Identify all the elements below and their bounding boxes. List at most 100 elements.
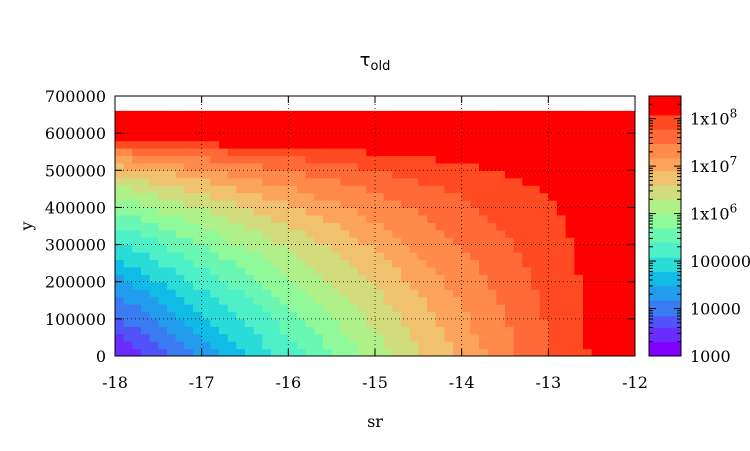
heatmap-cell	[461, 281, 471, 290]
heatmap-cell	[487, 348, 497, 356]
heatmap-cell	[253, 296, 263, 305]
heatmap-cell	[470, 229, 480, 238]
heatmap-cell	[132, 229, 142, 238]
heatmap-cell	[323, 148, 333, 157]
heatmap-cell	[470, 333, 480, 342]
heatmap-cell	[219, 274, 229, 283]
heatmap-cell	[262, 155, 272, 164]
heatmap-cell	[201, 214, 211, 223]
heatmap-cell	[496, 148, 506, 157]
heatmap-cell	[470, 192, 480, 201]
heatmap-cell	[565, 125, 575, 134]
heatmap-cell	[479, 177, 489, 186]
heatmap-cell	[167, 222, 177, 231]
heatmap-cell	[349, 348, 359, 356]
heatmap-cell	[279, 274, 289, 283]
heatmap-cell	[609, 170, 619, 179]
heatmap-cell	[357, 259, 367, 268]
heatmap-cell	[444, 348, 454, 356]
heatmap-cell	[539, 185, 549, 194]
heatmap-cell	[479, 185, 489, 194]
heatmap-cell	[557, 185, 567, 194]
heatmap-cell	[479, 118, 489, 127]
heatmap-cell	[435, 177, 445, 186]
heatmap-cell	[349, 214, 359, 223]
heatmap-cell	[479, 140, 489, 149]
heatmap-cell	[470, 259, 480, 268]
heatmap-cell	[210, 237, 220, 246]
heatmap-cell	[583, 237, 593, 246]
heatmap-cell	[349, 333, 359, 342]
heatmap-cell	[505, 348, 515, 356]
heatmap-cell	[513, 252, 523, 261]
heatmap-cell	[167, 170, 177, 179]
heatmap-cell	[626, 170, 635, 179]
heatmap-cell	[444, 333, 454, 342]
heatmap-cell	[357, 162, 367, 171]
heatmap-cell	[271, 274, 281, 283]
heatmap-cell	[470, 162, 480, 171]
heatmap-cell	[444, 155, 454, 164]
heatmap-cell	[297, 229, 307, 238]
heatmap-cell	[522, 125, 532, 134]
heatmap-cell	[409, 155, 419, 164]
heatmap-cell	[539, 281, 549, 290]
x-tick-label: -13	[535, 373, 561, 392]
heatmap-cell	[600, 289, 610, 298]
heatmap-cell	[340, 155, 350, 164]
heatmap-cell	[539, 177, 549, 186]
heatmap-cell	[461, 341, 471, 350]
heatmap-cell	[297, 304, 307, 313]
heatmap-cell	[349, 318, 359, 327]
heatmap-cell	[539, 110, 549, 119]
heatmap-cell	[531, 140, 541, 149]
heatmap-cell	[193, 229, 203, 238]
heatmap-cell	[297, 214, 307, 223]
heatmap-cell	[210, 289, 220, 298]
heatmap-cell	[409, 185, 419, 194]
heatmap-cell	[297, 252, 307, 261]
heatmap-cell	[349, 229, 359, 238]
heatmap-cell	[565, 244, 575, 253]
heatmap-cell	[115, 214, 125, 223]
heatmap-cell	[600, 118, 610, 127]
heatmap-cell	[557, 140, 567, 149]
heatmap-cell	[375, 214, 385, 223]
heatmap-cell	[461, 296, 471, 305]
heatmap-cell	[357, 110, 367, 119]
heatmap-cell	[444, 229, 454, 238]
heatmap-cell	[574, 274, 584, 283]
heatmap-cell	[297, 259, 307, 268]
heatmap-cell	[565, 348, 575, 356]
heatmap-cell	[574, 214, 584, 223]
heatmap-cell	[548, 341, 558, 350]
heatmap-cell	[219, 110, 229, 119]
heatmap-cell	[375, 177, 385, 186]
heatmap-cell	[479, 125, 489, 134]
heatmap-cell	[149, 185, 159, 194]
heatmap-cell	[427, 259, 437, 268]
heatmap-cell	[496, 192, 506, 201]
heatmap-cell	[262, 118, 272, 127]
heatmap-cell	[539, 274, 549, 283]
heatmap-cell	[401, 200, 411, 209]
heatmap-cell	[375, 185, 385, 194]
heatmap-cell	[548, 125, 558, 134]
heatmap-cell	[522, 304, 532, 313]
heatmap-cell	[236, 296, 246, 305]
heatmap-cell	[297, 185, 307, 194]
heatmap-cell	[453, 200, 463, 209]
heatmap-cell	[557, 266, 567, 275]
heatmap-cell	[193, 207, 203, 216]
heatmap-cell	[531, 110, 541, 119]
heatmap-cell	[583, 259, 593, 268]
heatmap-cell	[505, 304, 515, 313]
heatmap-cell	[557, 252, 567, 261]
heatmap-cell	[513, 311, 523, 320]
colorbar-band	[649, 300, 681, 317]
heatmap-cell	[340, 222, 350, 231]
heatmap-cell	[401, 125, 411, 134]
heatmap-cell	[383, 148, 393, 157]
heatmap-cell	[626, 148, 635, 157]
